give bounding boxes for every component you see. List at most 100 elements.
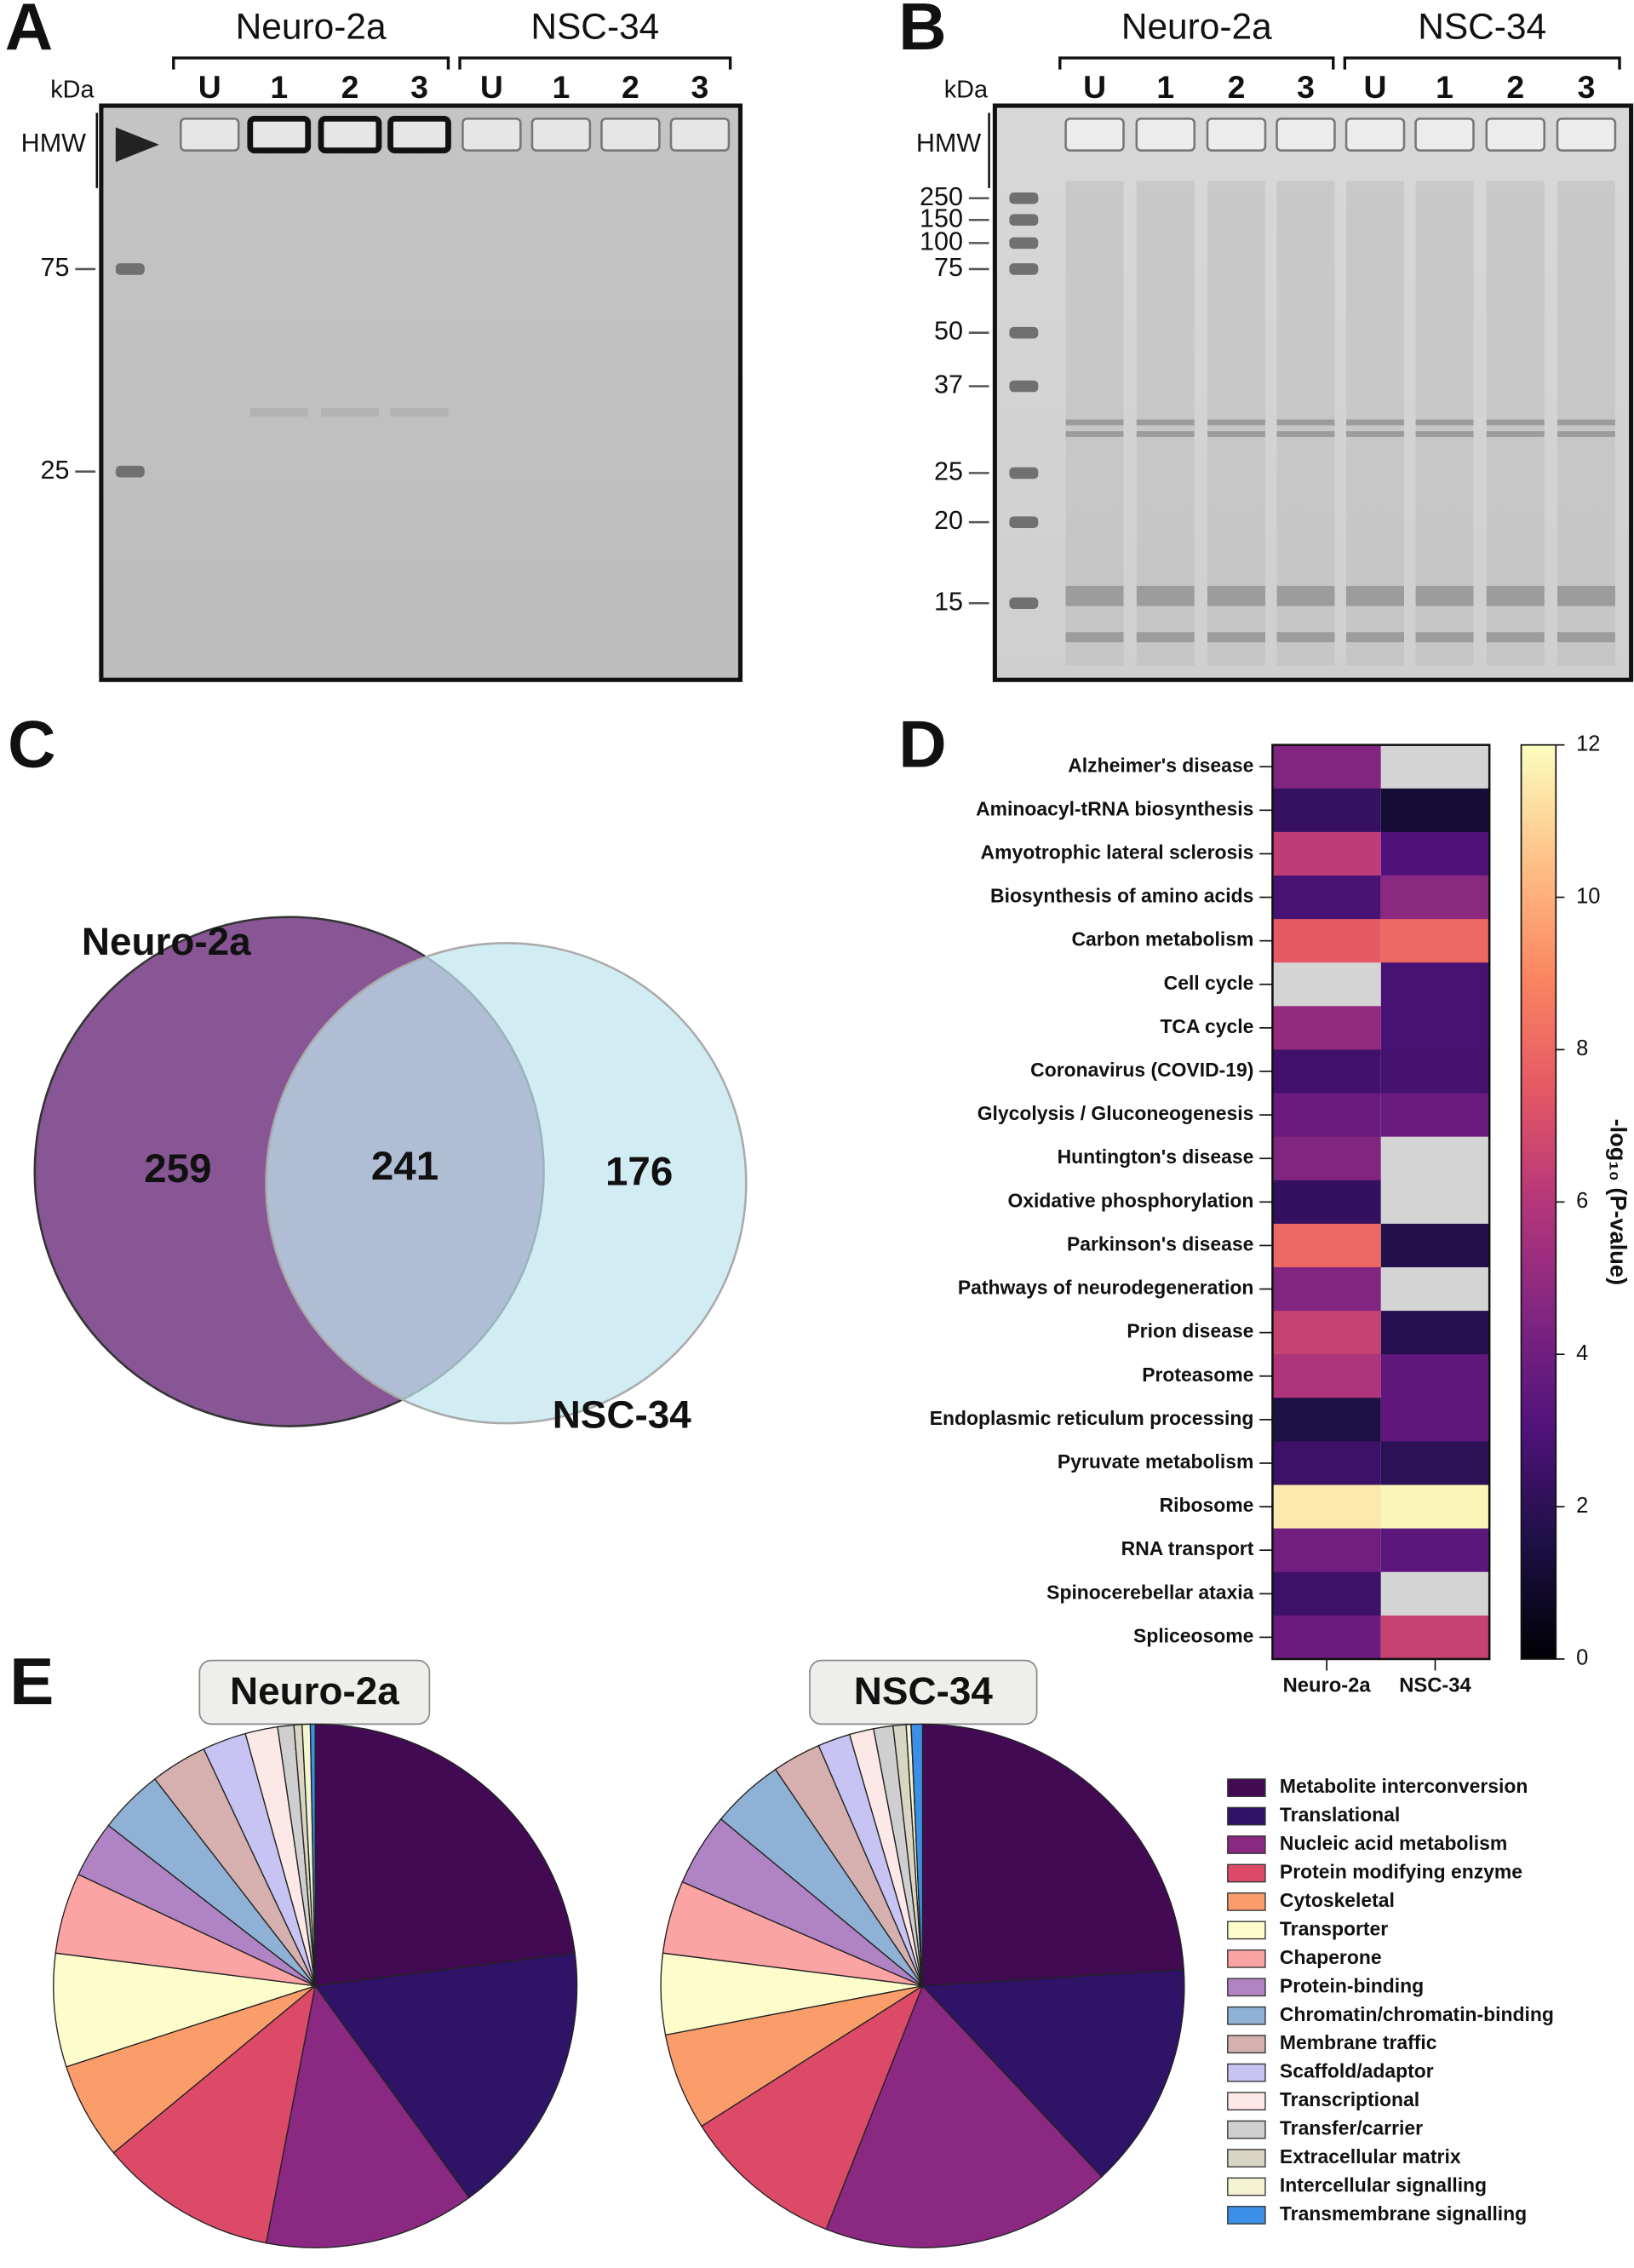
- group-label: Neuro-2a: [236, 6, 387, 46]
- band: [1346, 632, 1404, 643]
- row-label: Biosynthesis of amino acids: [990, 885, 1253, 907]
- colorbar-tick-label: 4: [1576, 1341, 1588, 1365]
- colorbar-label: -log₁₀ (P-value): [1605, 1119, 1631, 1285]
- marker-label: 25: [41, 456, 70, 485]
- legend-swatch: [1227, 1921, 1266, 1940]
- ladder-band: [115, 263, 145, 275]
- lane-label: 2: [341, 69, 359, 105]
- row-label: Spinocerebellar ataxia: [1046, 1581, 1253, 1603]
- heat-cell: [1380, 1266, 1490, 1312]
- venn-circle: [265, 942, 748, 1425]
- heat-cell: [1272, 1049, 1381, 1094]
- band: [1136, 419, 1195, 426]
- row-label: Endoplasmic reticulum processing: [930, 1407, 1254, 1429]
- band: [1415, 419, 1474, 426]
- marker-label: 20: [934, 506, 963, 535]
- well: [1276, 118, 1336, 152]
- heat-cell: [1380, 1311, 1490, 1355]
- pie-slice: [265, 1984, 470, 2248]
- pie-slice: [920, 1968, 1185, 2178]
- heat-cell: [1272, 1136, 1381, 1181]
- legend-label: Protein-binding: [1280, 1974, 1424, 1996]
- marker-label: 15: [934, 587, 963, 616]
- band: [1486, 431, 1545, 437]
- row-label: Spliceosome: [1133, 1624, 1253, 1646]
- row-label: Oxidative phosphorylation: [1007, 1189, 1253, 1211]
- heat-cell: [1272, 788, 1381, 833]
- gel: [99, 103, 743, 682]
- legend-swatch: [1227, 1835, 1266, 1854]
- band: [1065, 632, 1124, 643]
- row-label: Parkinson's disease: [1067, 1232, 1253, 1255]
- legend-label: Protein modifying enzyme: [1280, 1861, 1522, 1883]
- pie-slice: [701, 1984, 924, 2231]
- legend-label: Intercellular signalling: [1280, 2174, 1487, 2196]
- ladder-band: [1009, 263, 1039, 275]
- well: [318, 115, 382, 154]
- legend-swatch: [1227, 1806, 1266, 1826]
- band: [249, 407, 308, 417]
- legend-label: Transfer/carrier: [1280, 2117, 1423, 2139]
- well: [530, 118, 592, 152]
- ladder-band: [1009, 214, 1039, 227]
- legend-swatch: [1227, 2177, 1266, 2196]
- band: [390, 407, 449, 417]
- well: [600, 118, 661, 152]
- well: [1344, 118, 1406, 152]
- band: [1276, 632, 1335, 643]
- heat-cell: [1272, 1441, 1381, 1486]
- venn-count: 176: [605, 1150, 673, 1195]
- ladder-band: [115, 465, 145, 478]
- heat-cell: [1380, 1006, 1490, 1051]
- well: [1556, 118, 1617, 152]
- band: [1136, 431, 1195, 437]
- band: [1346, 585, 1404, 596]
- heat-cell: [1380, 788, 1490, 833]
- legend-swatch: [1227, 2063, 1266, 2082]
- band: [1415, 595, 1474, 606]
- legend-swatch: [1227, 2206, 1266, 2225]
- lane-label: 1: [270, 69, 288, 105]
- heat-cell: [1380, 1354, 1490, 1398]
- lane-label: 3: [691, 69, 709, 105]
- group-label: NSC-34: [1418, 6, 1546, 46]
- lane-label: 3: [410, 69, 428, 105]
- heat-cell: [1380, 919, 1490, 963]
- row-label: Pyruvate metabolism: [1058, 1450, 1253, 1473]
- kda-label: kDa: [944, 77, 989, 104]
- well: [1064, 118, 1125, 152]
- band: [1207, 632, 1265, 643]
- colorbar-tick-label: 8: [1576, 1036, 1588, 1060]
- band: [1486, 595, 1545, 606]
- lane-label: 1: [1156, 69, 1174, 105]
- colorbar-tick-label: 2: [1576, 1494, 1588, 1518]
- ladder-band: [1009, 467, 1039, 479]
- row-label: Ribosome: [1160, 1494, 1254, 1516]
- heat-cell: [1380, 1484, 1490, 1530]
- group-bracket: [172, 56, 450, 70]
- band: [1207, 595, 1265, 606]
- band: [1065, 595, 1124, 606]
- marker-label: 37: [934, 370, 963, 399]
- ladder-band: [1009, 237, 1039, 250]
- well: [247, 115, 312, 154]
- heat-cell: [1272, 1354, 1381, 1398]
- row-label: Carbon metabolism: [1072, 928, 1254, 950]
- band: [1207, 419, 1265, 426]
- pie-title: Neuro-2a: [230, 1668, 399, 1713]
- band: [1276, 419, 1335, 426]
- heat-cell: [1272, 1180, 1381, 1225]
- heat-cell: [1380, 744, 1490, 789]
- heat-cell: [1272, 1484, 1381, 1530]
- legend-swatch: [1227, 2149, 1266, 2168]
- legend-swatch: [1227, 1978, 1266, 1997]
- lane-label: 1: [553, 69, 570, 105]
- band: [1065, 431, 1124, 437]
- band: [1486, 585, 1545, 596]
- well: [1485, 118, 1545, 152]
- band: [1486, 632, 1545, 643]
- band: [1557, 632, 1615, 643]
- band: [1346, 431, 1404, 437]
- marker-label: 75: [934, 253, 963, 282]
